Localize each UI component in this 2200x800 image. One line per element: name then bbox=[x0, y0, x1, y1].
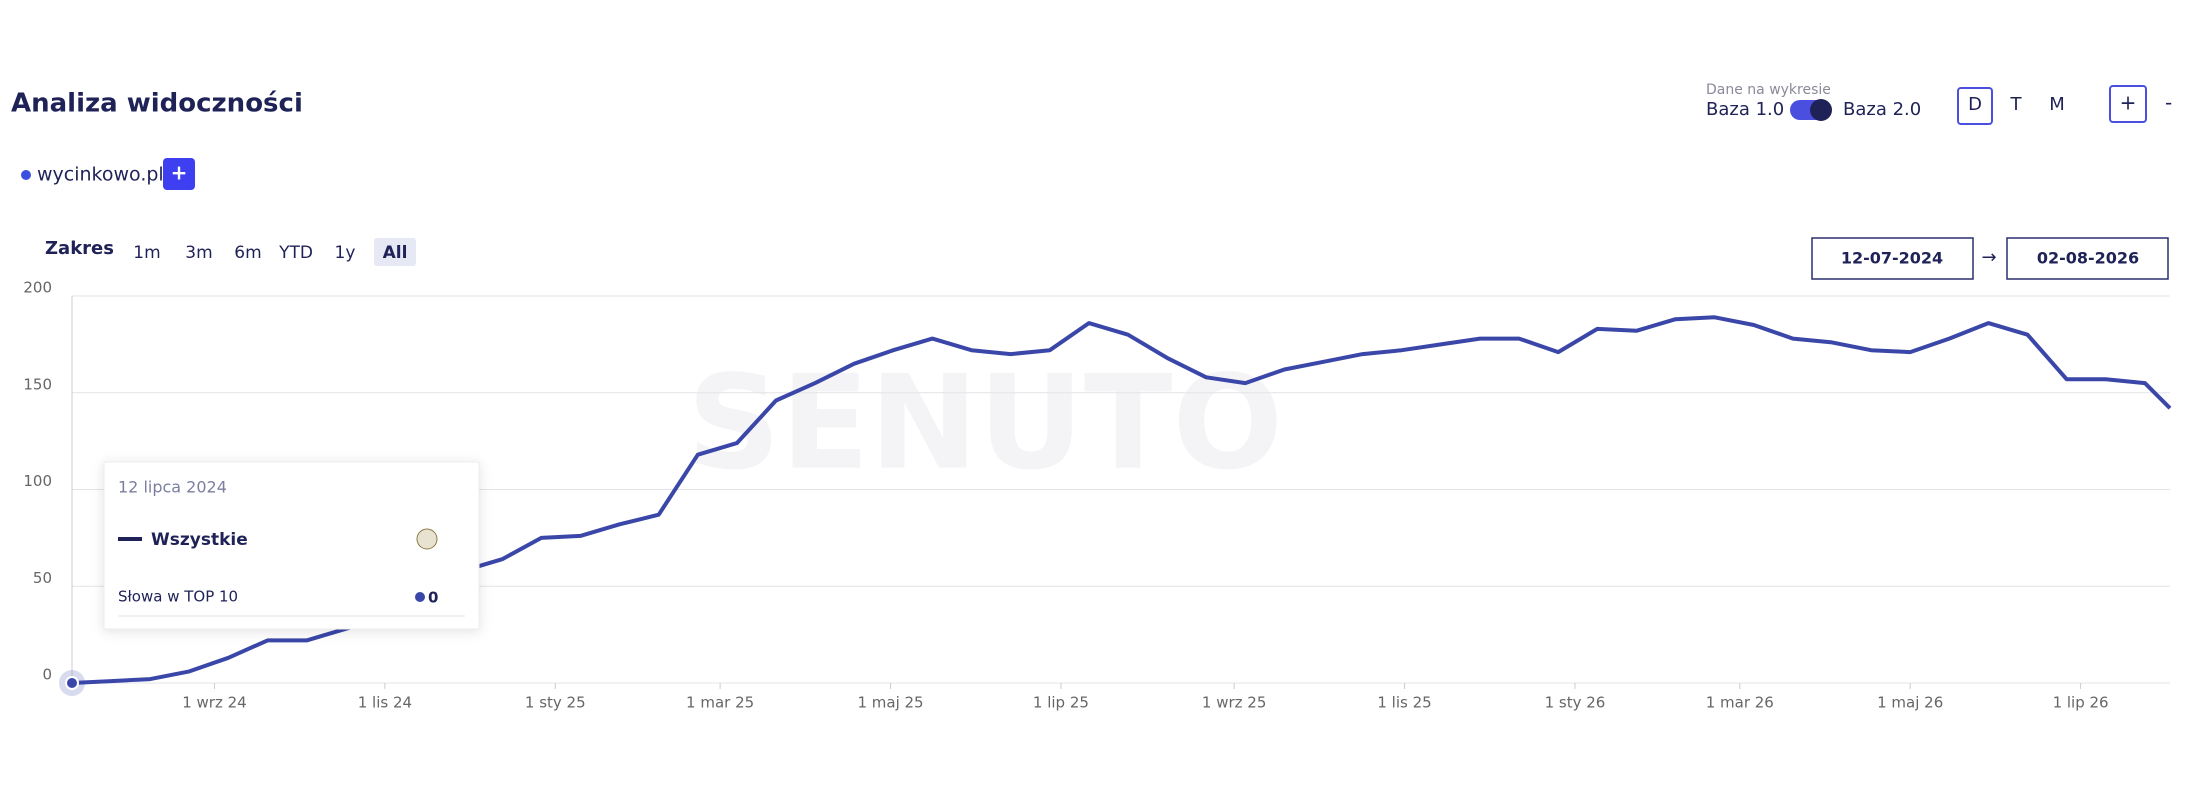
tooltip-dot bbox=[415, 592, 425, 602]
domain-dot bbox=[21, 170, 31, 180]
period-option[interactable]: T bbox=[2010, 94, 2023, 115]
x-tick-label: 1 lip 25 bbox=[1033, 694, 1089, 712]
data-label: Dane na wykresie bbox=[1706, 82, 1831, 98]
x-tick-label: 1 lis 24 bbox=[358, 694, 412, 712]
x-tick-label: 1 lip 26 bbox=[2053, 694, 2109, 712]
zoom-in-box[interactable] bbox=[2109, 85, 2147, 123]
tooltip-value: 0 bbox=[428, 589, 438, 607]
range-label: Zakres bbox=[45, 238, 114, 259]
range-option[interactable]: All bbox=[383, 243, 408, 263]
range-option[interactable]: 1m bbox=[133, 243, 160, 263]
x-tick-label: 1 mar 25 bbox=[686, 694, 754, 712]
base-left[interactable]: Baza 1.0 bbox=[1706, 99, 1784, 120]
y-tick-label: 50 bbox=[33, 569, 52, 587]
zoom-out[interactable]: - bbox=[2165, 91, 2172, 115]
period-active[interactable] bbox=[1957, 87, 1993, 125]
x-tick-label: 1 wrz 25 bbox=[1202, 694, 1266, 712]
y-tick-label: 150 bbox=[23, 375, 52, 393]
x-tick-label: 1 sty 26 bbox=[1545, 694, 1606, 712]
date-to-box[interactable] bbox=[2006, 237, 2169, 280]
tooltip-date: 12 lipca 2024 bbox=[118, 478, 227, 497]
y-tick-label: 100 bbox=[23, 472, 52, 490]
range-option[interactable]: 6m bbox=[234, 243, 261, 263]
y-tick-label: 200 bbox=[23, 279, 52, 297]
base-toggle-knob[interactable] bbox=[1810, 99, 1832, 121]
base-right[interactable]: Baza 2.0 bbox=[1843, 99, 1921, 120]
add-domain-button[interactable] bbox=[163, 158, 195, 190]
date-from-box[interactable] bbox=[1811, 237, 1974, 280]
x-tick-label: 1 maj 26 bbox=[1877, 694, 1943, 712]
y-tick-label: 0 bbox=[42, 666, 52, 684]
zoom-in[interactable]: + bbox=[2120, 91, 2137, 115]
range-option[interactable]: YTD bbox=[278, 243, 313, 263]
tooltip-icon bbox=[416, 528, 438, 550]
period-option[interactable]: D bbox=[1968, 94, 1982, 115]
range-option[interactable]: 3m bbox=[185, 243, 212, 263]
date-from[interactable]: 12-07-2024 bbox=[1841, 249, 1943, 268]
page-title: Analiza widoczności bbox=[11, 89, 303, 119]
period-option[interactable]: M bbox=[2049, 94, 2065, 115]
watermark: SENUTO bbox=[687, 347, 1283, 499]
x-tick-label: 1 sty 25 bbox=[525, 694, 586, 712]
x-tick-label: 1 maj 25 bbox=[857, 694, 923, 712]
range-active[interactable] bbox=[374, 238, 416, 266]
tooltip-series: Wszystkie bbox=[151, 530, 248, 550]
tooltip-metric: Słowa w TOP 10 bbox=[118, 588, 238, 606]
range-option[interactable]: 1y bbox=[335, 243, 356, 263]
hover-point bbox=[65, 676, 79, 690]
date-to[interactable]: 02-08-2026 bbox=[2037, 249, 2139, 268]
tooltip-box bbox=[103, 461, 480, 630]
tooltip: 12 lipca 2024 Wszystkie Słowa w TOP 10 0 bbox=[103, 461, 480, 630]
date-arrow: → bbox=[1981, 247, 1996, 268]
add-domain[interactable]: + bbox=[171, 161, 188, 185]
x-tick-label: 1 mar 26 bbox=[1706, 694, 1774, 712]
x-tick-label: 1 wrz 24 bbox=[182, 694, 246, 712]
x-tick-label: 1 lis 25 bbox=[1377, 694, 1431, 712]
domain-name: wycinkowo.pl bbox=[37, 164, 164, 186]
